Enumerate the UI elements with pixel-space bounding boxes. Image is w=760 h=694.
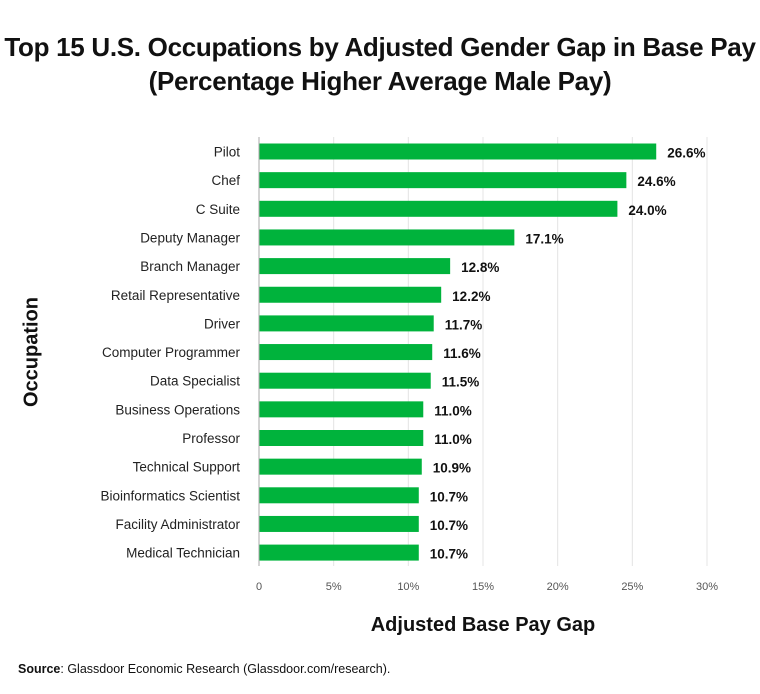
value-label: 12.8% (461, 260, 499, 275)
value-label: 10.7% (430, 518, 468, 533)
category-label: Business Operations (115, 402, 240, 417)
value-label: 11.6% (443, 346, 481, 361)
bar (259, 344, 433, 361)
category-label: Data Specialist (150, 374, 240, 389)
bar (259, 143, 657, 160)
category-labels: Pilot Chef C Suite Deputy Manager Branch Man… (100, 145, 240, 561)
bar (259, 544, 419, 561)
value-label: 11.0% (434, 403, 472, 418)
value-label: 10.7% (430, 489, 468, 504)
bar (259, 401, 424, 418)
bar (259, 515, 419, 532)
bar (259, 458, 422, 475)
title-line-1: Top 15 U.S. Occupations by Adjusted Gend… (4, 32, 756, 62)
x-tick-label: 25% (621, 581, 643, 593)
x-tick-labels: 0 5% 10% 15% 20% 25% 30% (256, 581, 718, 593)
bar (259, 200, 618, 217)
category-label: Medical Technician (126, 546, 240, 561)
value-label: 10.9% (433, 461, 471, 476)
bar (259, 172, 627, 189)
category-label: Branch Manager (140, 259, 240, 274)
category-label: Pilot (214, 145, 241, 160)
value-label: 11.5% (442, 375, 480, 390)
source-note: Source: Glassdoor Economic Research (Gla… (18, 662, 390, 676)
bar (259, 286, 442, 303)
x-tick-label: 30% (696, 581, 718, 593)
category-label: Computer Programmer (102, 345, 241, 360)
source-label: Source (18, 662, 61, 676)
category-label: Facility Administrator (115, 517, 240, 532)
x-tick-label: 0 (256, 581, 262, 593)
chart-title: Top 15 U.S. Occupations by Adjusted Gend… (0, 30, 760, 98)
value-label: 17.1% (525, 231, 563, 246)
value-label: 24.6% (637, 174, 675, 189)
category-label: Deputy Manager (140, 230, 240, 245)
bar (259, 430, 424, 446)
x-axis-label: Adjusted Base Pay Gap (370, 614, 596, 636)
value-label: 11.0% (434, 432, 472, 447)
value-label: 24.0% (628, 203, 666, 218)
value-label: 11.7% (445, 317, 483, 332)
category-label: Technical Support (133, 460, 241, 475)
title-line-2: (Percentage Higher Average Male Pay) (148, 66, 612, 96)
category-label: Chef (211, 173, 240, 188)
bar (259, 372, 431, 389)
source-text: : Glassdoor Economic Research (Glassdoor… (60, 662, 391, 676)
bar (259, 229, 515, 246)
category-label: Professor (182, 431, 240, 446)
x-tick-label: 20% (547, 581, 569, 593)
category-label: Retail Representative (111, 288, 240, 303)
value-label: 10.7% (430, 547, 468, 562)
bar (259, 487, 419, 504)
category-label: Bioinformatics Scientist (100, 488, 240, 503)
bars (259, 143, 657, 561)
category-label: C Suite (196, 202, 240, 217)
value-labels: 26.6% 24.6% 24.0% 17.1% 12.8% 12.2% 11.7% 11.6%… (430, 146, 706, 562)
category-label: Driver (204, 316, 241, 331)
value-label: 26.6% (667, 146, 705, 161)
x-tick-label: 10% (397, 581, 419, 593)
x-tick-label: 5% (326, 581, 342, 593)
bar (259, 258, 451, 275)
value-label: 12.2% (452, 289, 490, 304)
bar (259, 315, 434, 332)
x-tick-label: 15% (472, 581, 494, 593)
